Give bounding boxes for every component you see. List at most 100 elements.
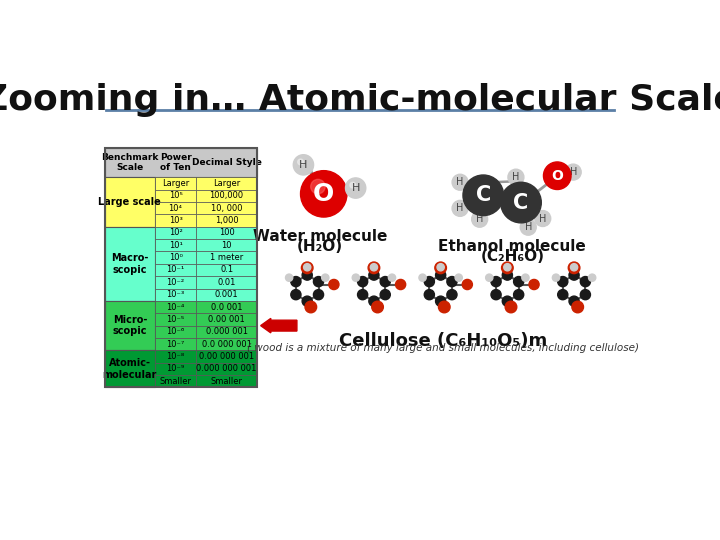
Bar (155, 190, 196, 202)
Text: H: H (476, 214, 483, 224)
Circle shape (369, 296, 379, 306)
Bar (155, 350, 196, 363)
Circle shape (438, 301, 450, 313)
Circle shape (535, 211, 551, 226)
Circle shape (580, 289, 590, 300)
Circle shape (358, 276, 368, 287)
Text: 100,000: 100,000 (210, 191, 243, 200)
Text: 10⁻⁹: 10⁻⁹ (166, 364, 184, 374)
Bar (104, 227, 155, 301)
Bar (155, 264, 196, 276)
Circle shape (452, 200, 468, 217)
Text: H: H (512, 172, 520, 182)
Circle shape (305, 301, 317, 313)
Text: ( wood is a mixture of many large and small molecules, including cellulose): ( wood is a mixture of many large and sm… (248, 343, 639, 353)
Circle shape (472, 211, 487, 227)
Circle shape (447, 276, 457, 287)
Text: 0.01: 0.01 (217, 278, 235, 287)
Bar (196, 288, 257, 301)
Bar (104, 177, 155, 227)
Text: O: O (313, 182, 334, 206)
Circle shape (350, 183, 356, 188)
Text: 10⁴: 10⁴ (168, 204, 183, 213)
Circle shape (370, 264, 377, 271)
Circle shape (302, 296, 312, 306)
Circle shape (436, 270, 446, 280)
Circle shape (447, 289, 457, 300)
Text: Atomic-
molecular: Atomic- molecular (103, 358, 157, 380)
Circle shape (291, 289, 301, 300)
Circle shape (419, 274, 426, 281)
Bar (196, 190, 257, 202)
Text: 10⁻²: 10⁻² (166, 278, 184, 287)
Circle shape (388, 274, 395, 281)
Text: 0.0 000 001: 0.0 000 001 (202, 340, 251, 349)
Circle shape (322, 274, 329, 281)
Text: Decimal Style: Decimal Style (192, 158, 261, 167)
Text: Larger: Larger (162, 179, 189, 188)
Text: Macro-
scopic: Macro- scopic (111, 253, 148, 274)
Bar (196, 363, 257, 375)
Text: 10⁻⁶: 10⁻⁶ (166, 327, 184, 336)
Circle shape (358, 289, 368, 300)
Circle shape (369, 270, 379, 280)
Circle shape (329, 279, 339, 289)
Circle shape (521, 219, 536, 235)
Text: Water molecule: Water molecule (253, 228, 387, 244)
Bar (196, 301, 257, 313)
Circle shape (313, 289, 323, 300)
Bar (155, 363, 196, 375)
Bar (104, 350, 155, 388)
Bar (196, 214, 257, 227)
Circle shape (346, 178, 366, 198)
Text: Smaller: Smaller (210, 377, 243, 386)
Circle shape (503, 296, 513, 306)
Circle shape (569, 270, 579, 280)
Text: H: H (456, 204, 464, 213)
Text: C: C (513, 193, 528, 213)
Bar (196, 326, 257, 338)
Text: H: H (351, 183, 360, 193)
Bar (196, 276, 257, 288)
Text: 0.00 000 001: 0.00 000 001 (199, 352, 254, 361)
Text: Power
of Ten: Power of Ten (160, 153, 192, 172)
Text: Larger: Larger (213, 179, 240, 188)
Circle shape (304, 264, 311, 271)
Bar (196, 239, 257, 252)
Circle shape (380, 276, 390, 287)
Bar (155, 375, 196, 388)
Text: Large scale: Large scale (99, 197, 161, 207)
Bar (196, 350, 257, 363)
Text: 10: 10 (221, 241, 232, 249)
Circle shape (293, 154, 314, 175)
Bar (196, 227, 257, 239)
Text: 10⁵: 10⁵ (168, 191, 182, 200)
Circle shape (505, 301, 517, 313)
Text: H: H (456, 177, 464, 187)
Circle shape (302, 270, 312, 280)
Circle shape (513, 276, 523, 287)
Text: 1,000: 1,000 (215, 216, 238, 225)
Circle shape (455, 274, 462, 281)
Bar (196, 313, 257, 326)
Text: H: H (539, 213, 546, 224)
Circle shape (503, 270, 513, 280)
Circle shape (424, 276, 434, 287)
Circle shape (462, 279, 472, 289)
Text: (H₂O): (H₂O) (297, 239, 343, 254)
Text: 100: 100 (219, 228, 235, 238)
Bar (155, 276, 196, 288)
Text: 10⁻³: 10⁻³ (166, 290, 184, 299)
FancyArrow shape (261, 319, 297, 333)
Bar (155, 338, 196, 350)
Text: Benchmark
Scale: Benchmark Scale (102, 153, 158, 172)
Circle shape (558, 276, 568, 287)
Text: 10⁻⁵: 10⁻⁵ (166, 315, 184, 324)
Circle shape (300, 171, 347, 217)
Bar (155, 177, 196, 190)
Text: 0.000 000 001: 0.000 000 001 (197, 364, 257, 374)
Circle shape (368, 262, 379, 274)
Text: H: H (300, 160, 307, 170)
Bar (155, 227, 196, 239)
Circle shape (424, 289, 434, 300)
